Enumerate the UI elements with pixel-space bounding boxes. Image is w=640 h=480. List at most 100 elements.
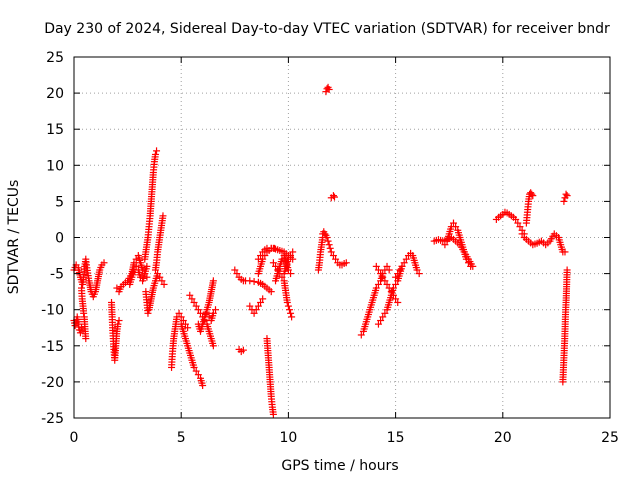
- data-point: [379, 273, 387, 281]
- data-point: [209, 342, 217, 350]
- data-point: [467, 262, 475, 270]
- data-point: [379, 313, 387, 321]
- data-point: [342, 259, 350, 267]
- data-point: [284, 302, 292, 310]
- data-point: [192, 302, 200, 310]
- data-point: [246, 277, 254, 285]
- data-point: [278, 273, 286, 281]
- data-point: [392, 280, 400, 288]
- data-point: [212, 306, 220, 314]
- data-point: [259, 295, 267, 303]
- data-point: [209, 309, 217, 317]
- data-point: [325, 241, 333, 249]
- y-tick-label: 25: [46, 50, 64, 66]
- data-point: [257, 252, 265, 260]
- data-point: [452, 223, 460, 231]
- y-tick-label: -20: [41, 375, 64, 391]
- data-point: [283, 298, 291, 306]
- y-tick-label: 20: [46, 86, 64, 102]
- data-point: [325, 85, 333, 93]
- data-point: [560, 197, 568, 205]
- x-axis-label: GPS time / hours: [281, 458, 398, 474]
- data-point: [284, 266, 292, 274]
- data-point: [413, 266, 421, 274]
- data-point: [402, 255, 410, 263]
- data-point: [192, 367, 200, 375]
- data-point: [130, 259, 138, 267]
- data-point: [78, 324, 86, 332]
- data-point: [267, 288, 275, 296]
- data-point: [385, 284, 393, 292]
- data-point: [158, 277, 166, 285]
- data-point: [398, 262, 406, 270]
- data-point: [377, 317, 385, 325]
- chart-title: Day 230 of 2024, Sidereal Day-to-day VTE…: [44, 21, 610, 37]
- x-tick-label: 10: [279, 430, 297, 446]
- data-point: [323, 234, 331, 241]
- x-tick-label: 15: [387, 430, 405, 446]
- data-point: [563, 192, 571, 200]
- data-point: [392, 273, 400, 281]
- data-point: [156, 273, 164, 281]
- data-point: [184, 324, 192, 332]
- data-point: [330, 193, 338, 201]
- data-point: [287, 270, 295, 278]
- y-tick-label: 5: [55, 194, 64, 210]
- data-point: [332, 255, 340, 263]
- data-point: [250, 309, 258, 317]
- data-point: [383, 280, 391, 288]
- data-point: [143, 262, 151, 270]
- grid-lines: [74, 57, 610, 418]
- data-point: [400, 259, 408, 267]
- data-point: [374, 280, 382, 288]
- y-tick-label: 0: [55, 231, 64, 247]
- data-point: [383, 262, 391, 270]
- data-point: [254, 255, 262, 263]
- data-point: [257, 298, 265, 306]
- data-point: [285, 306, 293, 314]
- data-point: [239, 346, 247, 354]
- data-point: [381, 277, 389, 285]
- data-marks: [70, 83, 571, 418]
- data-point: [186, 291, 194, 299]
- data-point: [153, 147, 161, 155]
- data-point: [177, 313, 185, 321]
- y-tick-label: 15: [46, 122, 64, 138]
- data-point: [396, 266, 404, 274]
- data-point: [449, 219, 457, 227]
- data-point: [287, 309, 295, 317]
- data-point: [372, 262, 380, 270]
- data-point: [114, 320, 122, 328]
- data-point: [562, 190, 570, 198]
- data-point: [464, 259, 472, 267]
- data-point: [190, 363, 198, 371]
- data-point: [160, 280, 168, 288]
- data-point: [324, 237, 332, 245]
- data-point: [381, 309, 389, 317]
- data-point: [196, 309, 204, 317]
- data-point: [321, 230, 329, 238]
- data-point: [329, 252, 337, 260]
- data-point: [175, 309, 183, 317]
- data-point: [372, 284, 380, 292]
- data-point: [100, 259, 108, 267]
- data-point: [441, 241, 449, 249]
- data-point: [389, 291, 397, 299]
- x-tick-label: 20: [494, 430, 512, 446]
- y-tick-label: 10: [46, 158, 64, 174]
- data-point: [377, 270, 385, 278]
- data-point: [252, 306, 260, 314]
- data-point: [392, 295, 400, 303]
- data-point: [394, 270, 402, 278]
- data-point: [199, 382, 207, 390]
- data-point: [289, 248, 297, 256]
- data-point: [80, 309, 88, 317]
- data-point: [327, 248, 335, 256]
- data-point: [357, 331, 365, 339]
- data-point: [385, 266, 393, 274]
- data-point: [561, 248, 569, 256]
- data-point: [462, 255, 470, 263]
- data-point: [287, 252, 295, 260]
- data-point: [115, 317, 123, 325]
